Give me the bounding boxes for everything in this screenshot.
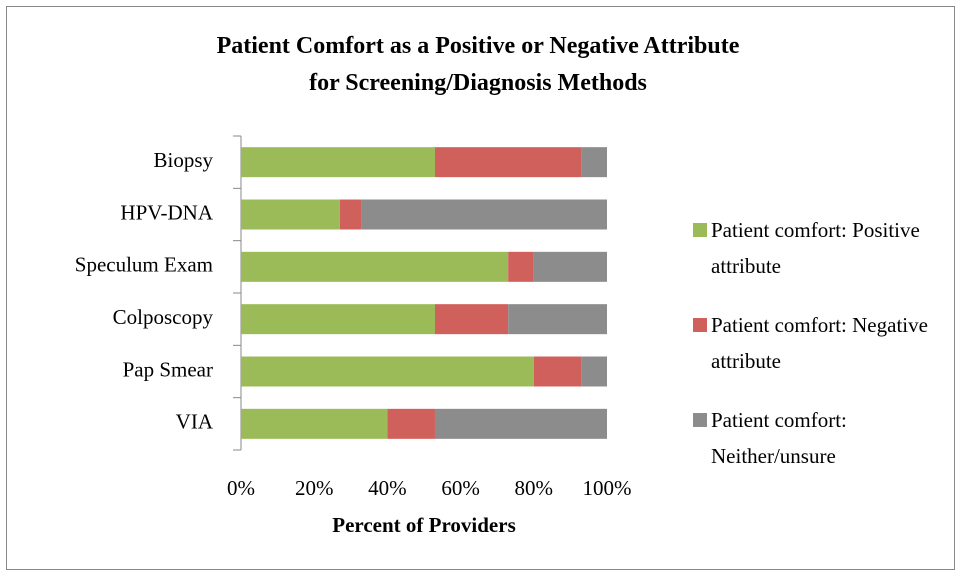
y-tick-label: HPV-DNA [120, 200, 213, 224]
bar-segment [581, 147, 607, 178]
chart-border [6, 6, 955, 570]
bar-segment [434, 408, 607, 439]
y-tick-label: Colposcopy [113, 305, 214, 329]
title-line: for Screening/Diagnosis Methods [309, 70, 647, 96]
bar-segment [339, 199, 362, 230]
bar-segment [533, 251, 607, 282]
y-tick-label: Speculum Exam [75, 253, 213, 277]
y-tick-label: Biopsy [153, 148, 213, 172]
x-tick-label: 0% [227, 476, 255, 500]
legend-label: Patient comfort: Neither/unsure [711, 408, 847, 468]
bar-segment [581, 356, 607, 387]
bar-segment [434, 304, 509, 335]
bar-segment [533, 356, 582, 387]
legend-swatch [693, 223, 707, 237]
bar-segment [241, 251, 509, 282]
bar-segment [241, 199, 340, 230]
x-axis-title: Percent of Providers [332, 513, 516, 537]
x-tick-label: 80% [515, 476, 554, 500]
x-tick-label: 60% [441, 476, 480, 500]
bar-segment [241, 304, 435, 335]
legend-swatch [693, 413, 707, 427]
chart-title: Patient Comfort as a Positive or Negativ… [217, 33, 740, 96]
bar-segment [508, 251, 534, 282]
bar-segment [387, 408, 435, 439]
x-tick-label: 20% [295, 476, 334, 500]
bar-segment [361, 199, 607, 230]
x-tick-label: 40% [368, 476, 407, 500]
bar-segment [434, 147, 582, 178]
bar-segment [241, 356, 534, 387]
bar-segment [241, 408, 388, 439]
y-tick-label: VIA [176, 410, 214, 434]
legend-label: Patient comfort: Negative attribute [711, 313, 928, 373]
legend-swatch [693, 318, 707, 332]
x-tick-label: 100% [583, 476, 632, 500]
title-line: Patient Comfort as a Positive or Negativ… [217, 33, 740, 59]
bar-segment [508, 304, 607, 335]
bar-segment [241, 147, 435, 178]
y-tick-label: Pap Smear [123, 357, 213, 381]
legend-label: Patient comfort: Positive attribute [711, 218, 920, 278]
